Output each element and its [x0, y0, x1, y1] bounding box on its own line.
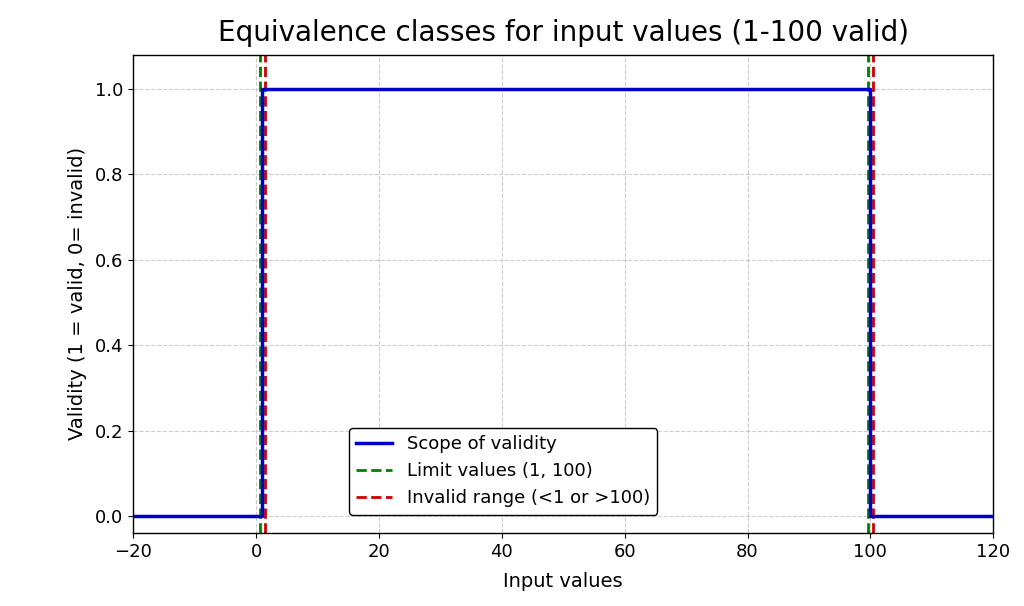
X-axis label: Input values: Input values	[504, 572, 623, 591]
Legend: Scope of validity, Limit values (1, 100), Invalid range (<1 or >100): Scope of validity, Limit values (1, 100)…	[349, 428, 657, 514]
Title: Equivalence classes for input values (1-100 valid): Equivalence classes for input values (1-…	[218, 19, 908, 47]
Y-axis label: Validity (1 = valid, 0= invalid): Validity (1 = valid, 0= invalid)	[68, 147, 87, 441]
